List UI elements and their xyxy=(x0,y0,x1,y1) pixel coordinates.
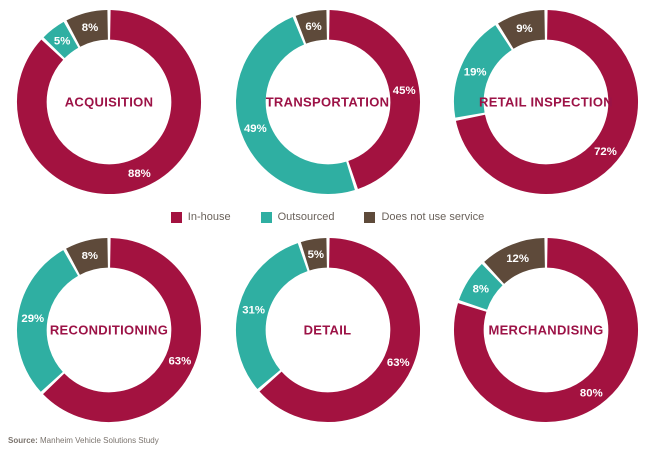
charts-row-top: 88% 5% 8% ACQUISITION 45% 49% 6% TRANSPORTAT… xyxy=(0,0,655,196)
source-text: Manheim Vehicle Solutions Study xyxy=(37,436,159,445)
donut-segment-not_used xyxy=(66,9,109,47)
donut-chart-detail: 63% 31% 5% xyxy=(235,237,420,423)
chart-cell-retail-inspection: 72% 19% 9% RETAIL INSPECTION xyxy=(437,8,655,196)
donut-segment-not_used xyxy=(484,237,546,285)
slice-percent-label: 63% xyxy=(168,356,191,368)
legend: In-house Outsourced Does not use service xyxy=(0,209,655,225)
donut-segment-outsourced xyxy=(458,264,504,311)
chart-cell-acquisition: 88% 5% 8% ACQUISITION xyxy=(0,8,218,196)
slice-percent-label: 8% xyxy=(82,250,98,262)
legend-swatch-in-house xyxy=(170,211,182,223)
slice-percent-label: 63% xyxy=(386,357,409,369)
chart-cell-detail: 63% 31% 5% DETAIL xyxy=(219,236,437,424)
slice-percent-label: 88% xyxy=(128,168,151,180)
legend-label: Outsourced xyxy=(277,211,335,223)
donut-segment-outsourced xyxy=(235,17,355,194)
donut-segment-in_house xyxy=(16,9,201,194)
donut-chart-transportation: 45% 49% 6% xyxy=(235,9,420,194)
chart-title: RECONDITIONING xyxy=(49,322,169,338)
donut-segment-in_house xyxy=(453,237,638,423)
legend-swatch-outsourced xyxy=(260,211,272,223)
slice-percent-label: 8% xyxy=(473,284,489,296)
slice-percent-label: 29% xyxy=(21,313,44,325)
legend-label: Does not use service xyxy=(381,211,485,223)
slice-percent-label: 12% xyxy=(506,253,529,265)
slice-percent-label: 5% xyxy=(307,249,323,261)
slice-percent-label: 9% xyxy=(516,23,532,35)
donut-segment-not_used xyxy=(498,9,546,50)
legend-swatch-does-not-use-service xyxy=(364,211,376,223)
donut-segment-in_house xyxy=(259,237,420,423)
donut-segment-not_used xyxy=(66,237,109,276)
slice-percent-label: 49% xyxy=(243,123,266,135)
legend-item-outsourced: Outsourced xyxy=(260,211,335,223)
slice-percent-label: 45% xyxy=(392,85,415,97)
donut-segment-not_used xyxy=(295,9,328,44)
source-note: Source: Manheim Vehicle Solutions Study xyxy=(8,436,159,445)
charts-row-bottom: 63% 29% 8% RECONDITIONING 63% 31% 5% DETAIL … xyxy=(0,225,655,424)
source-prefix: Source: xyxy=(8,436,38,445)
donut-chart-reconditioning: 63% 29% 8% xyxy=(16,237,201,422)
slice-percent-label: 8% xyxy=(82,22,98,34)
chart-title: RETAIL INSPECTION xyxy=(479,94,613,110)
legend-label: In-house xyxy=(187,211,231,223)
chart-cell-reconditioning: 63% 29% 8% RECONDITIONING xyxy=(0,236,218,424)
slice-percent-label: 72% xyxy=(594,146,617,158)
chart-cell-transportation: 45% 49% 6% TRANSPORTATION xyxy=(219,8,437,196)
slice-percent-label: 80% xyxy=(580,387,603,399)
donut-chart-retail-inspection: 72% 19% 9% xyxy=(453,9,638,194)
slice-percent-label: 5% xyxy=(54,36,70,48)
donut-segment-outsourced xyxy=(43,21,79,59)
slice-percent-label: 19% xyxy=(464,66,487,78)
slice-percent-label: 6% xyxy=(305,21,321,33)
donut-segment-in_house xyxy=(43,237,201,422)
chart-title: DETAIL xyxy=(303,322,352,338)
legend-item-does-not-use-service: Does not use service xyxy=(364,211,484,223)
donut-segment-in_house xyxy=(455,9,638,194)
donut-segment-outsourced xyxy=(235,243,308,390)
donut-chart-acquisition: 88% 5% 8% xyxy=(16,9,201,194)
chart-title: MERCHANDISING xyxy=(488,322,604,338)
chart-title: ACQUISITION xyxy=(64,94,154,110)
legend-item-in-house: In-house xyxy=(170,211,231,223)
donut-segment-not_used xyxy=(300,237,327,271)
chart-title: TRANSPORTATION xyxy=(265,94,390,110)
donut-chart-merchandising: 80% 8% 12% xyxy=(453,237,638,423)
donut-segment-outsourced xyxy=(453,25,513,118)
chart-cell-merchandising: 80% 8% 12% MERCHANDISING xyxy=(437,236,655,424)
donut-segment-in_house xyxy=(328,9,420,190)
donut-segment-outsourced xyxy=(16,250,79,392)
slice-percent-label: 31% xyxy=(242,304,265,316)
